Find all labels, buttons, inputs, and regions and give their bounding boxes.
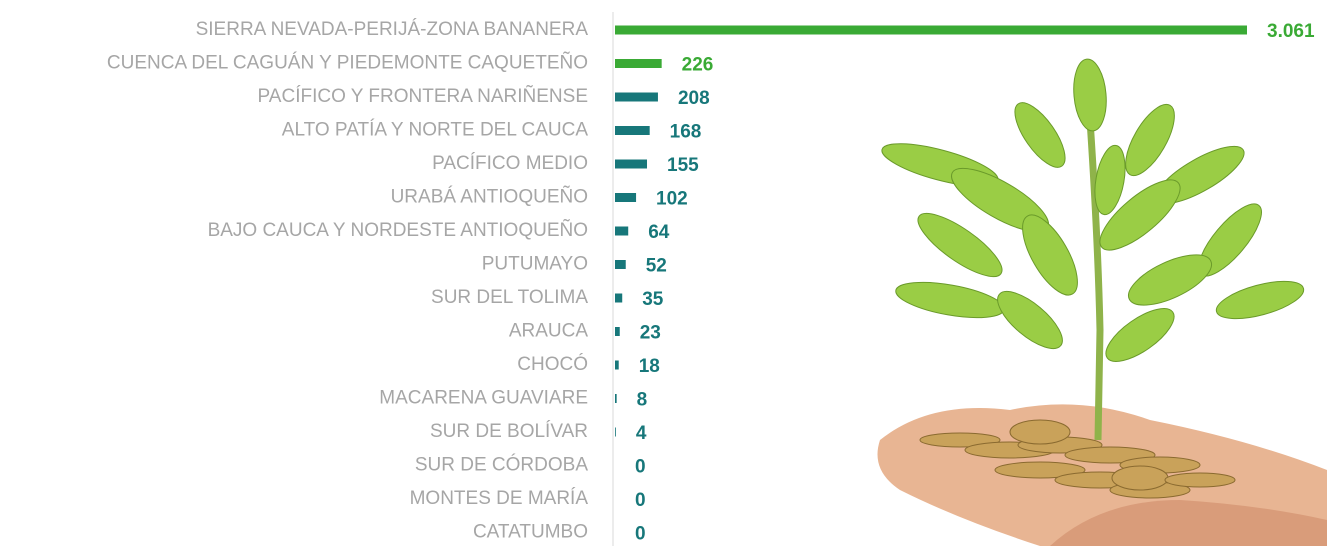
category-label: URABÁ ANTIOQUEÑO bbox=[391, 186, 588, 208]
value-label: 0 bbox=[635, 524, 646, 545]
bar bbox=[615, 227, 628, 236]
category-label: MACARENA GUAVIARE bbox=[379, 388, 588, 409]
category-label: CHOCÓ bbox=[517, 353, 588, 375]
bar bbox=[615, 428, 616, 437]
value-label: 226 bbox=[682, 55, 714, 76]
value-label: 208 bbox=[678, 88, 710, 109]
bar bbox=[615, 26, 1247, 35]
plant-illustration bbox=[878, 58, 1327, 546]
category-label: ALTO PATÍA Y NORTE DEL CAUCA bbox=[282, 120, 589, 141]
category-label: CUENCA DEL CAGUÁN Y PIEDEMONTE CAQUETEÑO bbox=[107, 52, 588, 74]
value-label: 35 bbox=[642, 289, 664, 310]
bar bbox=[615, 126, 650, 135]
category-label: MONTES DE MARÍA bbox=[410, 488, 589, 509]
category-label: CATATUMBO bbox=[473, 522, 588, 543]
value-label: 168 bbox=[670, 122, 702, 143]
value-label: 102 bbox=[656, 189, 688, 210]
bar bbox=[615, 59, 662, 68]
category-label: ARAUCA bbox=[509, 321, 589, 342]
category-label: PACÍFICO MEDIO bbox=[432, 153, 588, 174]
bar bbox=[615, 361, 619, 370]
bar bbox=[615, 160, 647, 169]
value-label: 155 bbox=[667, 155, 699, 176]
category-label: SIERRA NEVADA-PERIJÁ-ZONA BANANERA bbox=[196, 19, 589, 40]
category-label: BAJO CAUCA Y NORDESTE ANTIOQUEÑO bbox=[208, 219, 588, 241]
category-label: PUTUMAYO bbox=[482, 254, 588, 275]
value-label: 4 bbox=[636, 423, 647, 444]
value-label: 3.061 bbox=[1267, 21, 1315, 42]
value-label: 64 bbox=[648, 222, 670, 243]
bar bbox=[615, 93, 658, 102]
bar bbox=[615, 394, 617, 403]
value-label: 0 bbox=[635, 457, 646, 478]
value-label: 8 bbox=[637, 390, 648, 411]
bar bbox=[615, 327, 620, 336]
category-label: SUR DE BOLÍVAR bbox=[430, 421, 588, 442]
chart: SIERRA NEVADA-PERIJÁ-ZONA BANANERA 3.061 C… bbox=[0, 0, 1327, 546]
value-label: 52 bbox=[646, 256, 667, 277]
category-label: SUR DE CÓRDOBA bbox=[415, 454, 588, 476]
bar bbox=[615, 260, 626, 269]
value-label: 0 bbox=[635, 490, 646, 511]
category-label: PACÍFICO Y FRONTERA NARIÑENSE bbox=[258, 85, 588, 107]
bar bbox=[615, 193, 636, 202]
value-label: 18 bbox=[639, 356, 660, 377]
category-label: SUR DEL TOLIMA bbox=[431, 287, 588, 308]
bar bbox=[615, 294, 622, 303]
value-label: 23 bbox=[640, 323, 661, 344]
